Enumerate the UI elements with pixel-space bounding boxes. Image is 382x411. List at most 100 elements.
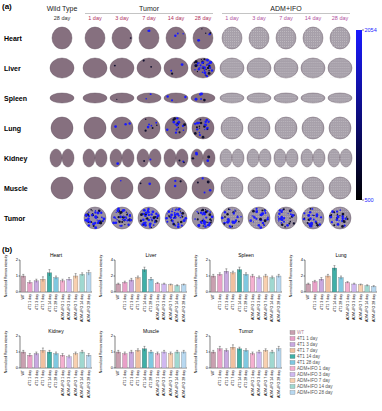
error-bar: [163, 350, 165, 353]
speckle: [329, 216, 332, 219]
speckle: [235, 219, 237, 221]
speckle: [194, 64, 197, 67]
bar: [47, 352, 52, 368]
bar-chart: LungNormalized Raman intensity024WT4T1 1…: [289, 252, 377, 322]
y-tick: [19, 292, 21, 293]
speckle: [226, 220, 229, 223]
x-tick-label: WT: [306, 293, 310, 299]
speckle: [303, 212, 305, 214]
speckle: [208, 72, 211, 75]
scan-stripe: [224, 29, 240, 30]
error-bar: [150, 350, 152, 353]
scan-stripe: [303, 70, 322, 71]
tissue-shape: [220, 93, 244, 103]
tissue-shape: [164, 149, 176, 167]
tissue-shape: [193, 27, 213, 49]
speckle: [238, 221, 240, 223]
tissue-shape: [192, 177, 214, 199]
error-cap: [252, 352, 254, 353]
speckle: [331, 214, 333, 216]
speckle: [202, 71, 204, 73]
speckle: [201, 59, 202, 60]
scan-stripe: [331, 224, 349, 225]
error-line: [239, 267, 240, 272]
error-line: [29, 354, 30, 357]
x-tick-label: ADM+IFO 7 day: [74, 370, 78, 396]
speckle: [267, 217, 268, 218]
y-tick-label: 1: [111, 349, 114, 354]
speckle: [178, 215, 180, 217]
speckle: [199, 127, 200, 128]
tissue-shape: [340, 149, 352, 167]
scan-stripe: [224, 41, 240, 42]
scan-stripe: [303, 166, 322, 167]
speckle: [261, 212, 264, 215]
tissue-section: [138, 177, 160, 199]
speckle: [200, 119, 202, 121]
error-line: [88, 354, 89, 357]
x-tick-label: ADM+IFO 28 day: [87, 294, 91, 322]
tissue-section: [139, 27, 159, 49]
tissue-section: [51, 177, 73, 199]
error-bar: [42, 277, 44, 282]
error-bar: [143, 346, 145, 351]
scan-stripe: [251, 36, 267, 37]
scan-stripe: [223, 136, 241, 137]
error-line: [232, 345, 233, 350]
speckle: [339, 220, 340, 221]
scan-stripe: [223, 121, 241, 122]
bar: [352, 284, 357, 292]
error-bar: [170, 284, 172, 286]
scan-stripe: [276, 156, 295, 157]
scan-stripe: [250, 189, 268, 190]
speckle: [223, 223, 225, 225]
scan-stripe: [276, 100, 295, 101]
error-cap: [212, 350, 214, 351]
legend-label: WT: [297, 330, 304, 335]
scan-stripe: [303, 75, 322, 76]
y-tick-label: 1: [206, 273, 209, 278]
error-bar: [62, 354, 64, 357]
tissue-shape: [301, 58, 325, 78]
x-tick-label: WT: [21, 369, 25, 375]
speckle: [176, 213, 179, 216]
scan-stripe: [223, 196, 241, 197]
speckle: [93, 225, 95, 227]
speckle: [336, 218, 339, 221]
scan-stripe: [304, 129, 322, 130]
speckle: [266, 218, 269, 221]
error-cap: [219, 346, 221, 347]
tissue-shape: [248, 177, 270, 199]
error-cap: [265, 348, 267, 349]
tissue-section: [164, 149, 188, 167]
tissue-shape: [192, 117, 214, 139]
error-line: [226, 269, 227, 274]
speckle: [156, 216, 158, 218]
scan-stripe: [278, 46, 294, 47]
error-bar: [366, 285, 368, 287]
tissue-section: [275, 177, 297, 199]
x-tick-label: 4T1 7 day: [136, 294, 140, 310]
speckle: [224, 211, 226, 213]
x-tick-label: ADM+IFO 7 day: [169, 294, 173, 320]
error-cap: [117, 283, 119, 284]
chart-title: Kidney: [48, 328, 64, 334]
error-line: [56, 352, 57, 355]
scan-stripe: [224, 39, 240, 40]
speckle: [339, 215, 340, 216]
speckle: [197, 182, 199, 184]
tissue-shape: [329, 177, 351, 199]
tissue-shape: [111, 207, 133, 229]
y-tick: [114, 292, 116, 293]
tissue-shape: [222, 27, 242, 49]
scan-stripe: [278, 41, 294, 42]
scan-stripe: [251, 39, 267, 40]
speckle: [309, 211, 311, 213]
speckle: [100, 221, 101, 222]
tissue-section: [51, 117, 73, 139]
scan-stripe: [332, 41, 348, 42]
y-tick-label: 2: [206, 333, 209, 338]
tissue-section: [165, 177, 187, 199]
speckle: [175, 217, 177, 219]
speckle: [145, 212, 148, 215]
